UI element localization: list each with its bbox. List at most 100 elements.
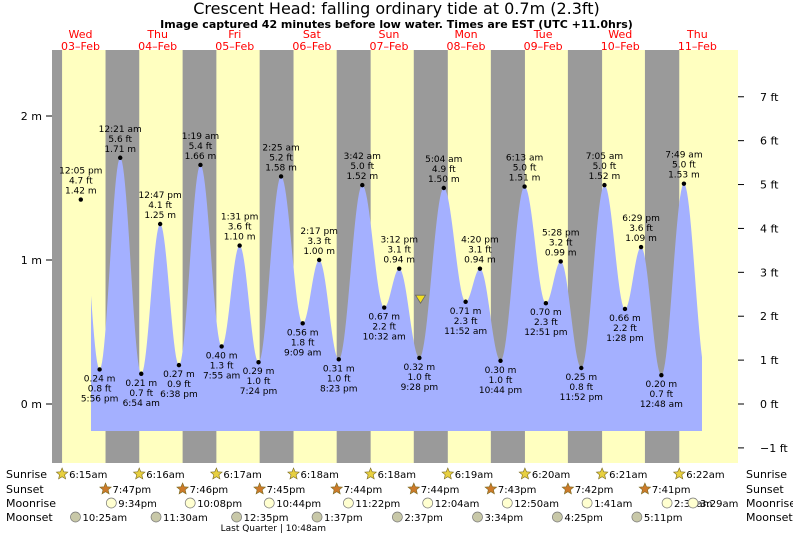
moonrise-icon bbox=[105, 497, 117, 509]
day-date-label: 11–Feb bbox=[678, 40, 717, 53]
sunrise-time: 6:21am bbox=[609, 470, 647, 481]
sunset-row-label: Sunset bbox=[6, 483, 44, 496]
tide-point bbox=[336, 357, 341, 362]
day-name-label: Sun bbox=[378, 28, 399, 41]
tide-label: 1.0 ft bbox=[408, 373, 432, 383]
day-name-label: Mon bbox=[454, 28, 477, 41]
tide-label: 0.29 m bbox=[243, 367, 275, 377]
day-labels: Wed03–FebThu04–FebFri05–FebSat06–FebSun0… bbox=[61, 28, 717, 53]
tide-label: 2.2 ft bbox=[613, 324, 637, 334]
sunset-icon bbox=[176, 482, 190, 495]
tide-point bbox=[157, 221, 163, 227]
sunrise-icon bbox=[132, 467, 146, 480]
tide-label: 1.09 m bbox=[625, 234, 657, 244]
tide-label: 0.56 m bbox=[287, 328, 319, 338]
sunset-time: 7:46pm bbox=[190, 485, 229, 496]
sunset-time: 7:41pm bbox=[652, 485, 691, 496]
moonrise-time: 10:08pm bbox=[197, 499, 242, 510]
tide-label: 0.71 m bbox=[450, 307, 482, 317]
tide-label: 3.3 ft bbox=[307, 237, 331, 247]
tide-point bbox=[139, 371, 144, 376]
tide-label: 2:25 am bbox=[262, 143, 299, 153]
moonset-icon bbox=[150, 511, 162, 523]
tide-label: 3.6 ft bbox=[228, 223, 252, 233]
tide-point bbox=[219, 344, 224, 349]
tide-label: 1.42 m bbox=[65, 187, 97, 197]
tide-label: 4.1 ft bbox=[148, 201, 172, 211]
moonrise-icon bbox=[501, 497, 513, 509]
tide-point bbox=[256, 360, 261, 365]
moonrise-time: 9:34pm bbox=[118, 499, 157, 510]
tide-label: 5.0 ft bbox=[593, 162, 617, 172]
sunset-time: 7:43pm bbox=[498, 485, 537, 496]
tide-point bbox=[198, 162, 203, 168]
tide-label: 0.67 m bbox=[368, 313, 400, 323]
sunset-time: 7:44pm bbox=[421, 485, 460, 496]
tide-label: 7:24 pm bbox=[240, 387, 278, 397]
tide-label: 5.6 ft bbox=[108, 135, 132, 145]
tide-label: 5.0 ft bbox=[513, 164, 537, 174]
day-date-label: 03–Feb bbox=[61, 40, 100, 53]
page-subtitle: Image captured 42 minutes before low wat… bbox=[160, 18, 633, 31]
tide-label: 7:55 am bbox=[203, 371, 240, 381]
tide-point bbox=[237, 243, 242, 248]
moonrise-time: 3:29am bbox=[700, 499, 738, 510]
tide-area bbox=[91, 157, 702, 432]
moonrise-time: 12:50am bbox=[514, 499, 559, 510]
tide-label: 0.99 m bbox=[545, 248, 577, 258]
moonset-time: 4:25pm bbox=[564, 513, 603, 524]
y-right-tick-label: 1 ft bbox=[760, 354, 779, 367]
tide-label: 7:49 am bbox=[665, 151, 702, 161]
day-name-label: Wed bbox=[69, 28, 93, 41]
moonset-icon bbox=[551, 511, 563, 523]
tide-label: 5.0 ft bbox=[672, 161, 696, 171]
tide-label: 3.1 ft bbox=[387, 246, 411, 256]
sunset-time: 7:47pm bbox=[113, 485, 152, 496]
moon-phase-label: Last Quarter | 10:48am bbox=[221, 524, 326, 534]
y-right-tick-label: 3 ft bbox=[760, 266, 779, 279]
tide-label: 3.1 ft bbox=[468, 246, 492, 256]
sunset-icon bbox=[561, 482, 575, 495]
tide-point bbox=[441, 185, 446, 191]
tide-label: 0.31 m bbox=[323, 364, 355, 374]
tide-label: 5:04 am bbox=[425, 155, 462, 165]
current-tide-marker bbox=[414, 294, 427, 304]
tide-point bbox=[522, 184, 527, 189]
day-name-label: Sat bbox=[303, 28, 322, 41]
sunrise-icon bbox=[209, 467, 223, 480]
tide-point bbox=[463, 299, 468, 304]
tide-label: 1.71 m bbox=[104, 145, 136, 155]
tide-label: 5.4 ft bbox=[189, 142, 213, 152]
tide-label: 0.20 m bbox=[646, 380, 678, 390]
sunrise-icon bbox=[441, 467, 455, 480]
sunset-icon bbox=[253, 482, 267, 495]
tide-point bbox=[417, 355, 422, 361]
tide-label: 5:56 pm bbox=[81, 394, 119, 404]
tide-label: 0.70 m bbox=[530, 308, 562, 318]
tide-label: 3.2 ft bbox=[549, 238, 573, 248]
moonrise-icon bbox=[343, 497, 354, 509]
day-name-label: Wed bbox=[608, 28, 632, 41]
tide-label: 7:05 am bbox=[586, 152, 623, 162]
tide-label: 0.8 ft bbox=[569, 383, 593, 393]
sunset-icon bbox=[407, 482, 421, 495]
tide-label: 1.0 ft bbox=[247, 377, 271, 387]
day-name-label: Thu bbox=[146, 28, 168, 41]
tide-label: 0.27 m bbox=[163, 370, 195, 380]
tide-label: 1.52 m bbox=[589, 172, 621, 182]
moonrise-icon bbox=[263, 497, 275, 509]
day-date-label: 08–Feb bbox=[447, 40, 486, 53]
tide-label: 12:05 pm bbox=[59, 167, 102, 177]
tide-point bbox=[382, 305, 387, 310]
sunrise-time: 6:15am bbox=[69, 470, 107, 481]
tide-label: 0.24 m bbox=[84, 374, 116, 384]
tide-extreme-points bbox=[78, 155, 687, 378]
tide-point bbox=[638, 244, 644, 250]
moonset-icon bbox=[472, 511, 483, 523]
tide-point bbox=[360, 182, 365, 188]
sunset-icon bbox=[638, 482, 652, 495]
tide-label: 0.32 m bbox=[404, 363, 436, 373]
tide-label: 5.2 ft bbox=[269, 153, 293, 163]
tide-label: 1.0 ft bbox=[489, 376, 513, 386]
